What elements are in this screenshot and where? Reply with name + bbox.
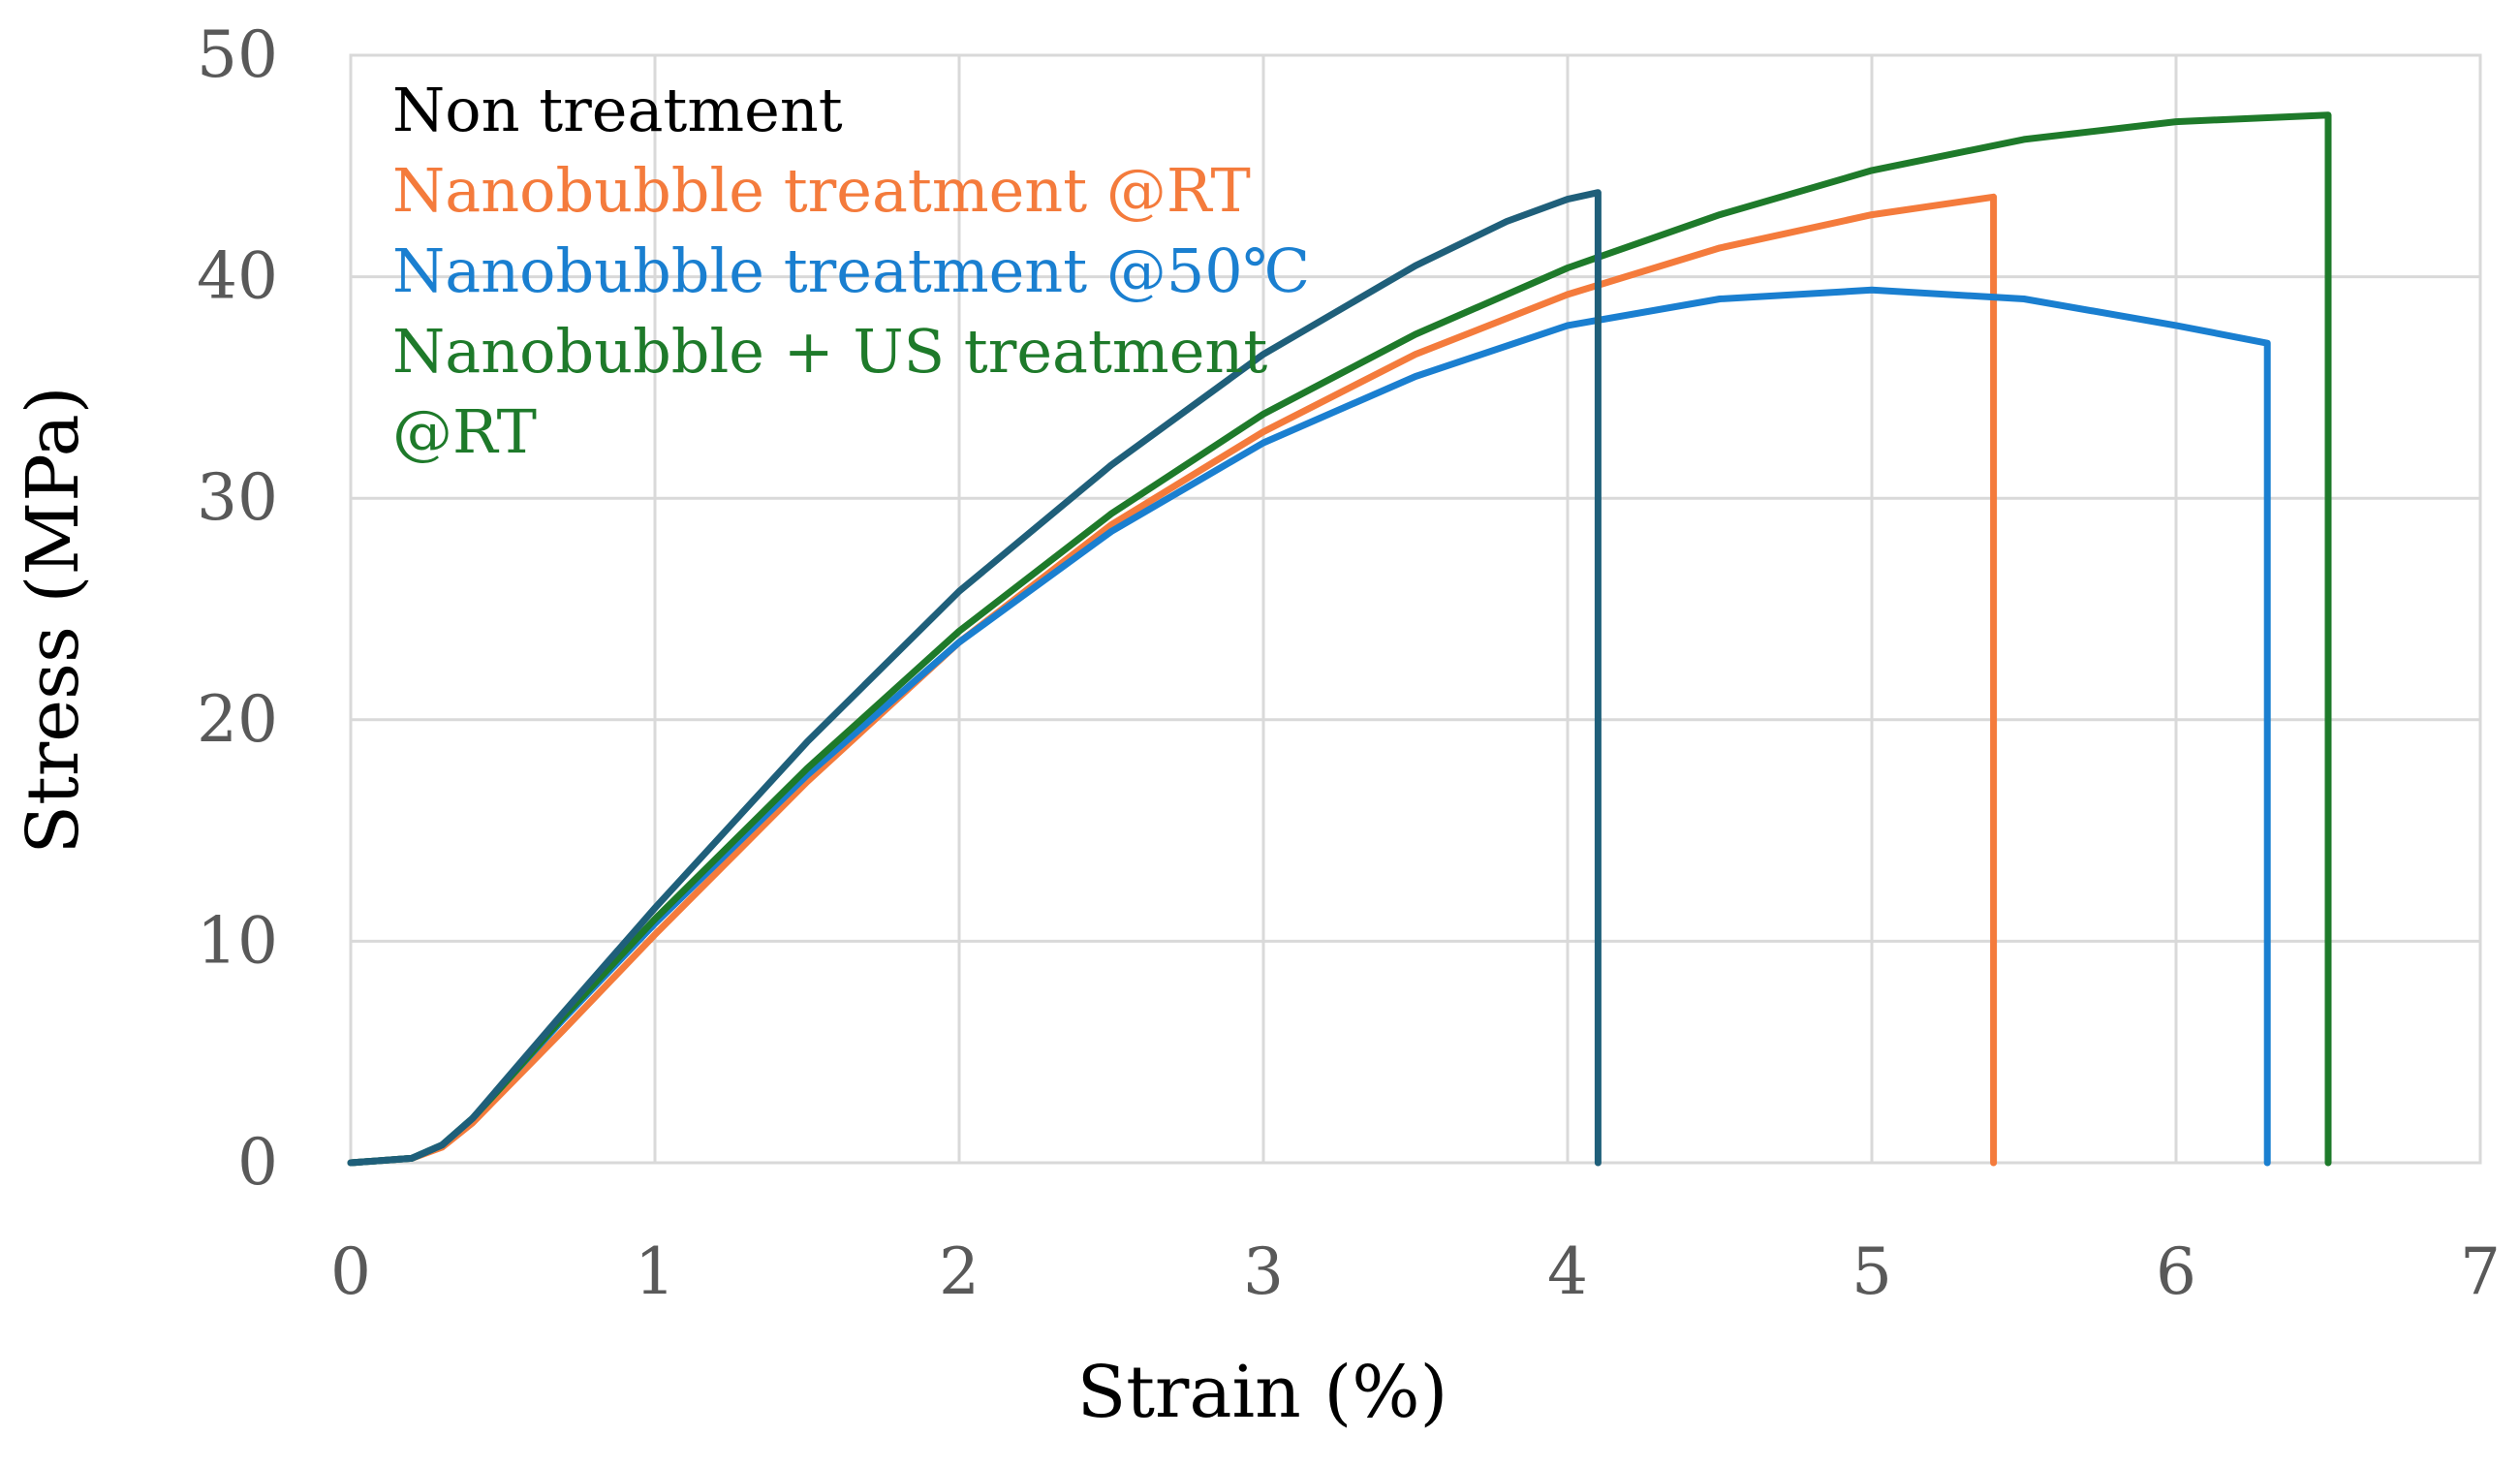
legend-entry-1: Nanobubble treatment @RT bbox=[392, 155, 1251, 226]
plot-area-border bbox=[349, 53, 2482, 1165]
x-tick-label: 4 bbox=[1547, 1234, 1588, 1309]
x-tick-label: 3 bbox=[1243, 1234, 1284, 1309]
x-axis-title: Strain (%) bbox=[1077, 1351, 1448, 1434]
y-tick-label: 50 bbox=[197, 17, 278, 92]
x-tick-label: 7 bbox=[2460, 1234, 2501, 1309]
x-tick-label: 1 bbox=[635, 1234, 675, 1309]
x-tick-label: 2 bbox=[939, 1234, 980, 1309]
legend-entry-0: Non treatment bbox=[392, 75, 843, 145]
series-lines bbox=[347, 111, 2332, 1167]
x-tick-labels: 0 1 2 3 4 5 6 7 bbox=[330, 1234, 2501, 1309]
x-tick-label: 6 bbox=[2156, 1234, 2196, 1309]
series-line-2 bbox=[347, 286, 2271, 1167]
legend: Non treatment Nanobubble treatment @RT Nan… bbox=[392, 75, 1310, 467]
legend-entry-3: @RT bbox=[392, 396, 537, 467]
x-tick-label: 0 bbox=[330, 1234, 371, 1309]
axes: 0 1 2 3 4 5 6 7 0 10 20 30 40 50 Strain (%) Stress (… bbox=[12, 17, 2501, 1434]
x-tick-label: 5 bbox=[1851, 1234, 1892, 1309]
y-tick-labels: 0 10 20 30 40 50 bbox=[197, 17, 278, 1200]
y-tick-label: 30 bbox=[197, 460, 278, 535]
series-line-0 bbox=[347, 189, 1602, 1167]
y-tick-label: 10 bbox=[197, 903, 278, 978]
legend-entry-3: Nanobubble + US treatment bbox=[392, 316, 1267, 387]
legend-entry-2: Nanobubble treatment @50℃ bbox=[392, 235, 1310, 306]
grid bbox=[349, 53, 2482, 1165]
y-tick-label: 40 bbox=[197, 239, 278, 314]
y-tick-label: 20 bbox=[197, 682, 278, 757]
y-tick-label: 0 bbox=[237, 1125, 278, 1200]
y-axis-title: Stress (MPa) bbox=[12, 386, 95, 854]
